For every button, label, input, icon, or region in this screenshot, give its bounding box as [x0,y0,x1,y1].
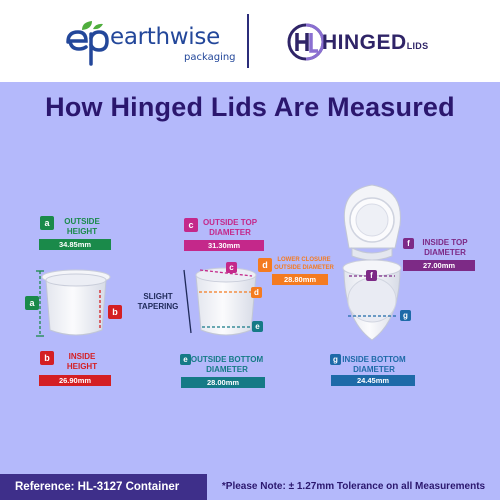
tag-e-marker: e [252,321,263,332]
tag-a: a [40,216,54,230]
tag-g-marker: g [400,310,411,321]
tag-g: g [330,354,341,365]
earthwise-leaf-icon [66,21,109,66]
container-side-view [41,269,111,336]
reference-banner: Reference: HL-3127 Container [0,474,207,500]
earthwise-wordmark: earthwise [110,24,220,50]
earthwise-subtitle: packaging [184,52,236,63]
value-outside-top-diameter: 31.30mm [184,240,264,251]
value-inside-height: 26.90mm [39,375,111,386]
label-inside-top-diameter: INSIDE TOP DIAMETER [422,238,468,257]
tag-f: f [403,238,414,249]
label-inside-height: INSIDE HEIGHT [66,352,98,371]
label-outside-height: OUTSIDE HEIGHT [64,217,100,236]
tolerance-note: *Please Note: ± 1.27mm Tolerance on all … [221,481,486,492]
tag-a-marker: a [25,296,39,310]
slight-tapering-label: SLIGHT TAPERING [137,292,179,311]
tag-c: c [184,218,198,232]
hinged-lids-emblem-icon [287,23,325,61]
label-inside-bottom-diameter: INSIDE BOTTOM DIAMETER [342,355,406,374]
label-outside-bottom-diameter: OUTSIDE BOTTOM DIAMETER [190,355,264,374]
tag-d: d [258,258,272,272]
value-inside-bottom-diameter: 24.45mm [331,375,415,386]
hinged-lids-logo: HINGEDLIDS [286,22,446,62]
tag-f-marker: f [366,270,377,281]
label-lower-closure-diameter: LOWER CLOSURE OUTSIDE DIAMETER [274,257,334,271]
tag-d-marker: d [251,287,262,298]
value-lower-closure-diameter: 28.80mm [272,274,328,285]
tapering-line [183,269,192,334]
logo-divider [247,14,249,68]
value-outside-bottom-diameter: 28.00mm [181,377,265,388]
value-inside-top-diameter: 27.00mm [403,260,475,271]
tag-e: e [180,354,191,365]
label-outside-top-diameter: OUTSIDE TOP DIAMETER [202,218,258,237]
page-title: How Hinged Lids Are Measured [45,92,455,122]
value-outside-height: 34.85mm [39,239,111,250]
earthwise-logo: earthwise packaging [62,18,236,68]
tag-b: b [40,351,54,365]
hinged-lids-wordmark: HINGEDLIDS [322,31,429,54]
container-tapered-view [195,267,257,336]
tag-c-marker: c [226,262,237,273]
header: earthwise packaging HINGEDLIDS [0,0,500,82]
container-open-lid-view [342,184,402,341]
tag-b-marker: b [108,305,122,319]
dimension-c-line [199,269,253,277]
